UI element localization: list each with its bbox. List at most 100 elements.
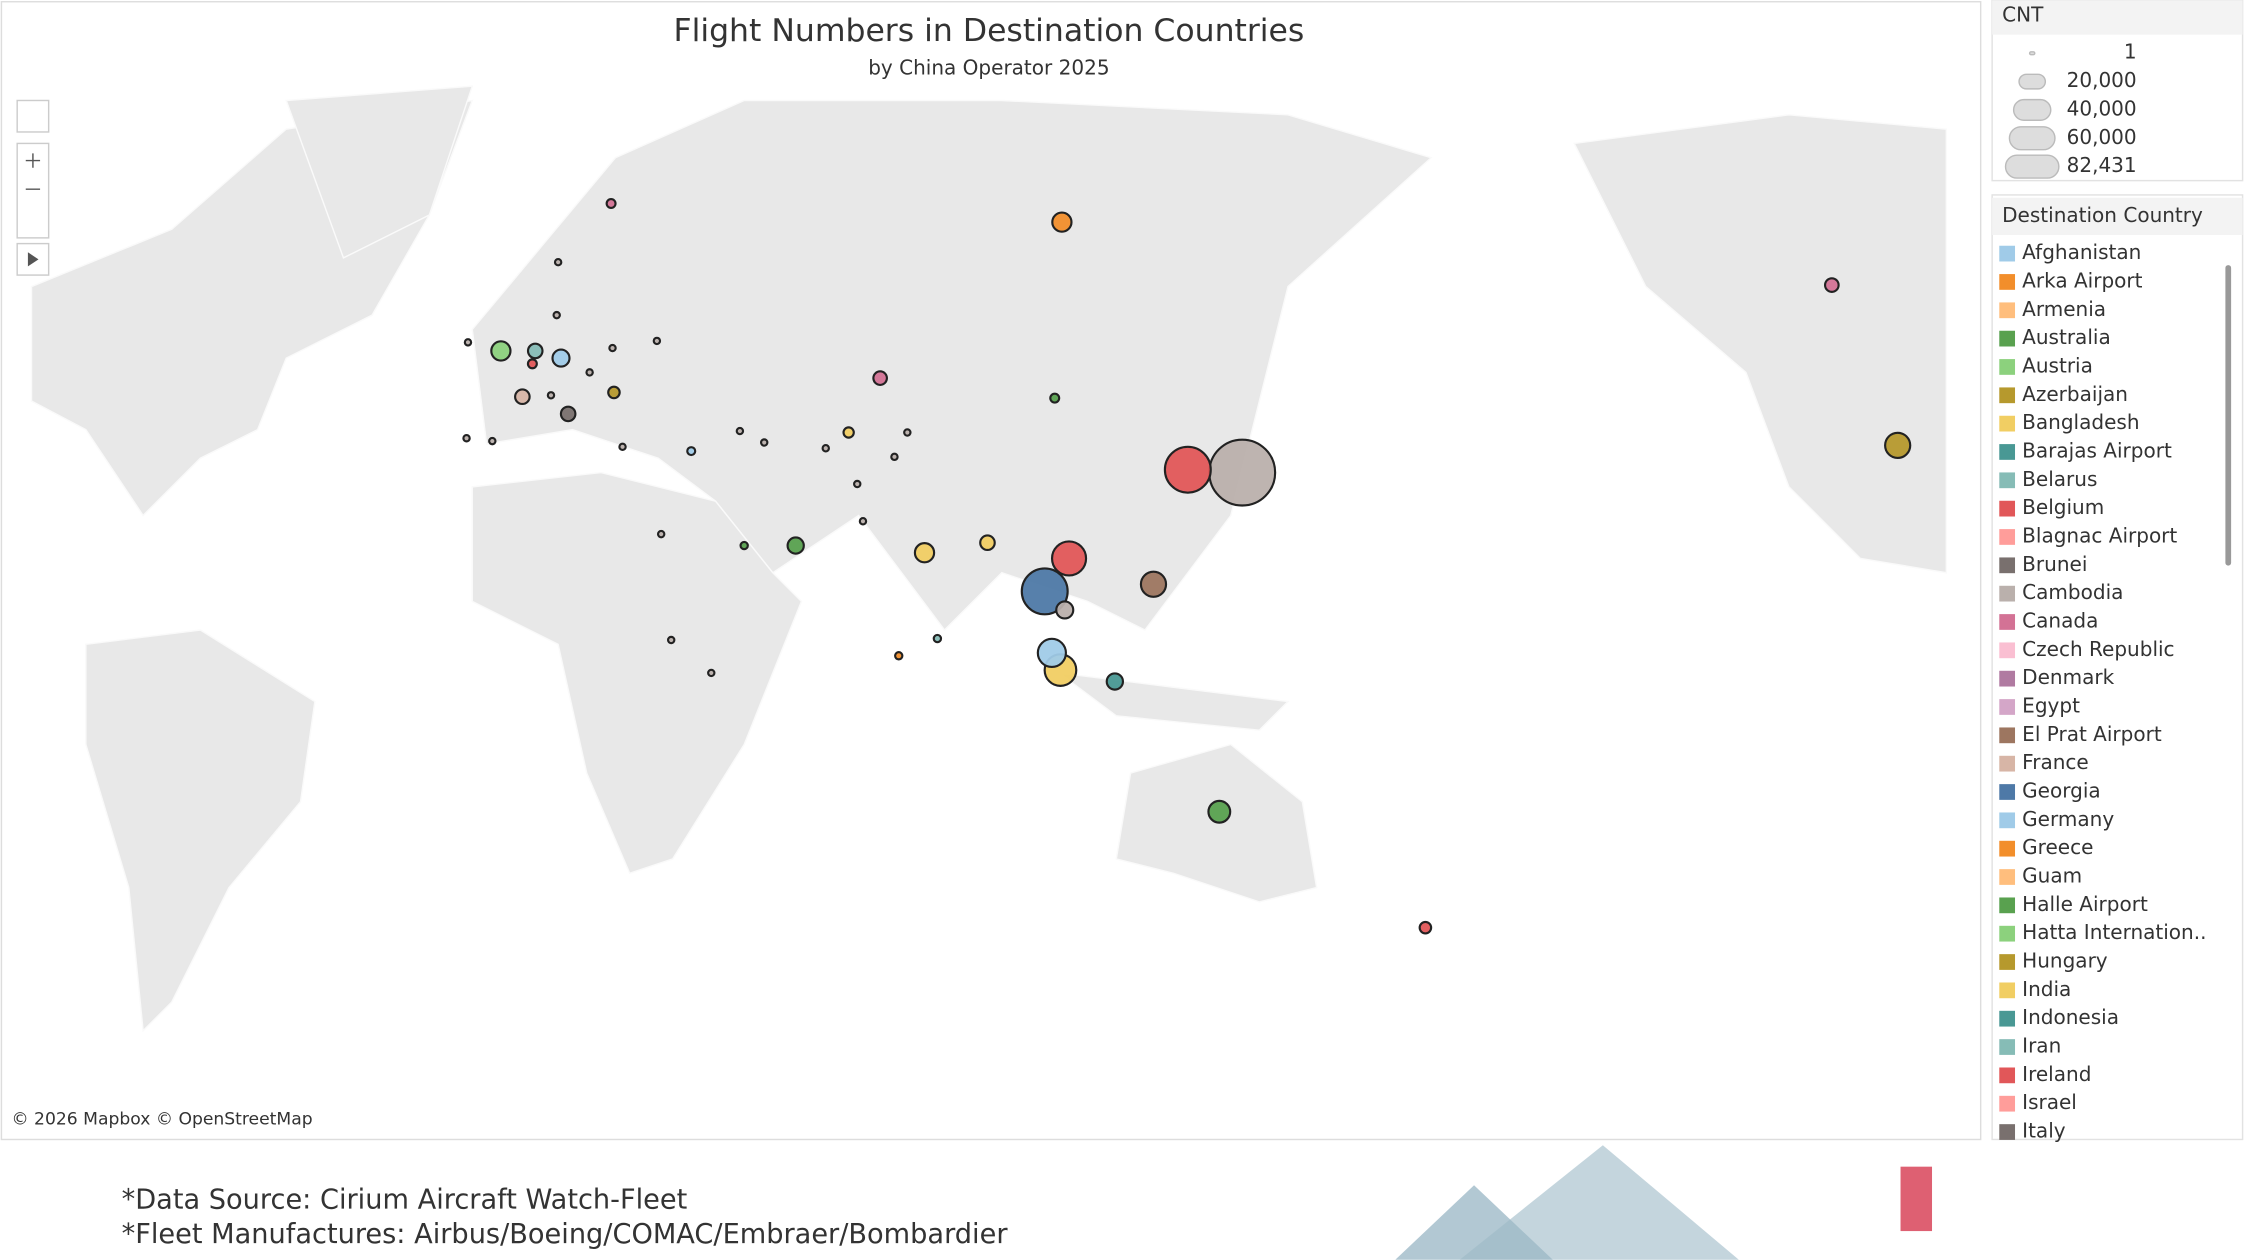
bubble: [546, 391, 556, 400]
size-legend-label: 1: [2124, 40, 2137, 64]
legend-label: Afghanistan: [2022, 240, 2141, 264]
bubble: [786, 536, 805, 555]
greenland: [285, 85, 474, 259]
bubble: [1049, 392, 1061, 404]
bubble: [932, 633, 943, 644]
bubble: [1051, 211, 1073, 233]
color-legend: Afghanistan Arka Airport Armenia Australia A…: [1999, 240, 2206, 1143]
color-legend-title: Destination Country: [2002, 203, 2203, 227]
bubble: [913, 542, 936, 564]
size-legend-label: 82,431: [2067, 153, 2137, 177]
legend-swatch: [1999, 1039, 2016, 1055]
color-legend-box[interactable]: [1991, 194, 2244, 1141]
legend-label: Georgia: [2022, 779, 2100, 803]
legend-swatch: [1999, 415, 2016, 432]
footer-line: *Data Source: Cirium Aircraft Watch-Flee…: [122, 1185, 688, 1216]
legend-swatch: [1999, 727, 2016, 744]
legend-label: Hungary: [2022, 949, 2108, 973]
bubble: [894, 651, 904, 661]
legend-label: Bangladesh: [2022, 410, 2139, 434]
legend-scrollbar[interactable]: [2225, 265, 2232, 566]
legend-swatch: [1999, 330, 2016, 347]
legend-label: Egypt: [2022, 693, 2080, 717]
size-legend-mark: [2028, 51, 2036, 56]
bubble: [526, 358, 538, 370]
bubble: [488, 436, 497, 446]
north-america-east: [1573, 114, 1948, 574]
map-controls[interactable]: [16, 99, 50, 276]
bubble: [890, 452, 899, 462]
bubble: [1050, 540, 1088, 577]
legend-label: Hatta Internation..: [2022, 920, 2206, 944]
legend-label: Iran: [2022, 1034, 2061, 1058]
legend-swatch: [1999, 869, 2016, 885]
legend-label: Azerbaijan: [2022, 382, 2128, 406]
logo-block: [1900, 1166, 1933, 1232]
bubble: [463, 338, 473, 347]
legend-swatch: [1999, 1124, 2016, 1140]
bubble: [605, 198, 617, 210]
zoom-controls[interactable]: [16, 142, 50, 239]
legend-label: Ireland: [2022, 1062, 2091, 1086]
bubble: [514, 388, 531, 406]
size-legend-label: 60,000: [2067, 125, 2137, 149]
legend-label: Greece: [2022, 835, 2093, 859]
bubble: [551, 348, 571, 368]
legend-label: Germany: [2022, 807, 2114, 831]
bubble: [686, 446, 697, 457]
bubble: [759, 438, 769, 447]
legend-swatch: [1999, 670, 2016, 687]
size-legend-label: 40,000: [2067, 96, 2137, 120]
chart-subtitle: by China Operator 2025: [868, 56, 1109, 80]
legend-swatch: [1999, 1067, 2016, 1084]
bubble: [585, 368, 594, 377]
bubble: [1207, 799, 1232, 824]
legend-swatch: [1999, 812, 2016, 829]
legend-label: Israel: [2022, 1090, 2077, 1114]
bubble: [666, 635, 676, 645]
bubble: [707, 668, 716, 678]
legend-swatch: [1999, 274, 2016, 290]
legend-swatch: [1999, 897, 2016, 914]
bubble-layer: [462, 198, 1912, 935]
legend-label: Armenia: [2022, 297, 2106, 321]
bubble: [526, 342, 544, 360]
bubble: [1036, 637, 1067, 669]
bubble: [1055, 600, 1075, 620]
bubble: [652, 336, 662, 346]
south-america: [85, 629, 316, 1033]
bubble: [821, 444, 830, 453]
legend-swatch: [1999, 500, 2016, 517]
bubble: [735, 426, 745, 436]
bubble: [608, 343, 617, 353]
bubble: [1884, 431, 1912, 460]
bubble: [1208, 438, 1277, 507]
search-button[interactable]: [16, 99, 50, 133]
legend-label: Denmark: [2022, 665, 2114, 689]
legend-swatch: [1999, 1010, 2016, 1027]
bubble: [1823, 277, 1840, 293]
legend-swatch: [1999, 359, 2016, 375]
legend-label: Belgium: [2022, 495, 2104, 519]
legend-swatch: [1999, 529, 2016, 545]
chart-title: Flight Numbers in Destination Countries: [673, 13, 1304, 49]
size-legend-title: CNT: [2002, 3, 2044, 27]
bubble: [739, 540, 749, 551]
control-icons: [25, 153, 41, 267]
bubble: [607, 385, 621, 400]
bubble: [559, 405, 577, 423]
size-legend-header: [1992, 0, 2243, 35]
legend-swatch: [1999, 585, 2016, 602]
legend-label: Barajas Airport: [2022, 438, 2172, 462]
legend-swatch: [1999, 840, 2016, 857]
land: [30, 85, 1948, 1033]
legend-label: Belarus: [2022, 467, 2097, 491]
bubble: [462, 434, 471, 443]
legend-swatch: [1999, 614, 2016, 630]
size-legend-mark: [2018, 73, 2047, 90]
bubble: [842, 426, 855, 439]
legend-label: India: [2022, 977, 2071, 1001]
legend-swatch: [1999, 925, 2016, 942]
legend-swatch: [1999, 1095, 2016, 1112]
